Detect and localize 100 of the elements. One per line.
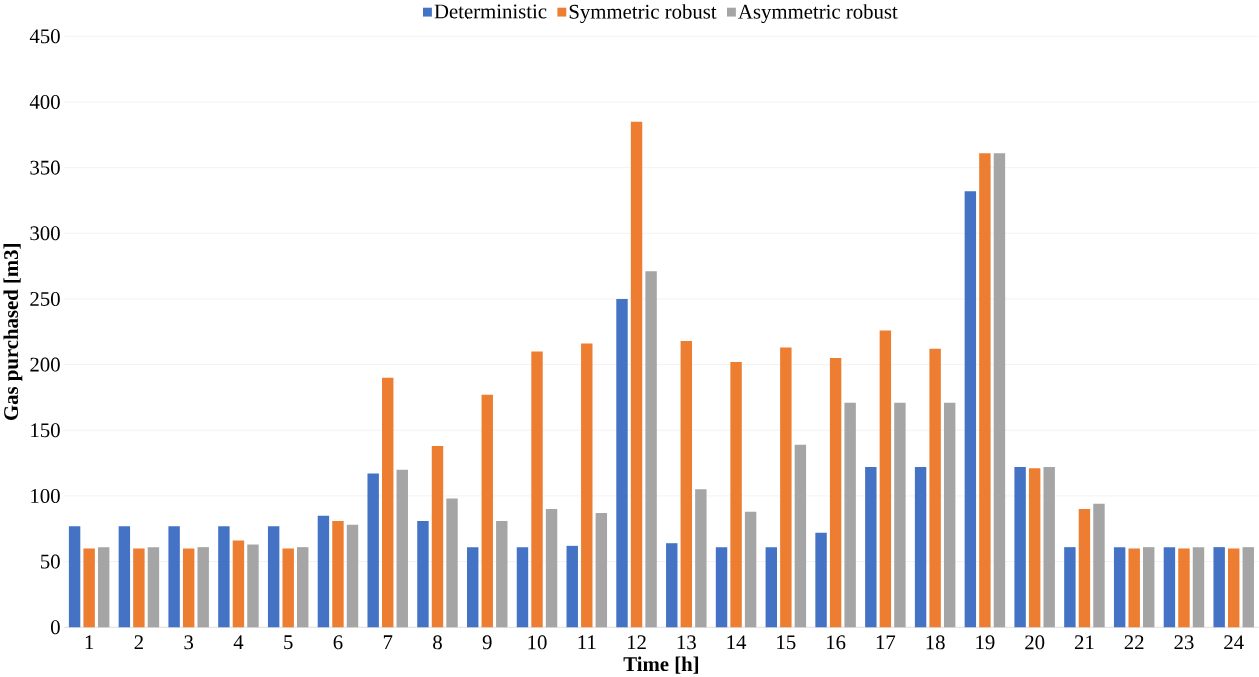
x-tick-label: 24 [1224,635,1244,650]
bar [993,153,1006,628]
bar [1192,547,1205,628]
x-tick-label: 21 [1074,635,1094,650]
x-tick-label: 11 [578,635,596,649]
bar [1228,548,1240,628]
y-tick-label: 250 [30,291,60,306]
y-tick-label: 450 [29,29,60,44]
x-tick-label: 1 [85,635,94,649]
bar [680,340,693,628]
bar [979,153,991,628]
bar [566,545,578,628]
bar [645,271,657,628]
bar [894,402,906,628]
bar [297,547,309,628]
bar [545,508,558,628]
x-tick-label: 4 [233,635,244,649]
y-tick-label: 200 [30,357,60,372]
bar [97,547,110,628]
x-tick-label: 22 [1124,635,1144,650]
bar [118,526,131,628]
y-tick-label: 300 [30,226,60,241]
bar [1014,466,1026,628]
bar [844,402,856,628]
bar [744,511,757,628]
bar [68,526,81,628]
bar [382,377,394,628]
bar [1213,547,1225,628]
bar [147,547,160,628]
bar [133,548,145,628]
bar [481,394,493,628]
bar [396,469,408,628]
bar [794,444,807,628]
x-axis-title: Time [h] [623,656,699,674]
bar [1143,547,1155,628]
bar [431,445,444,628]
y-tick-label: 350 [30,160,60,175]
bar [531,351,543,628]
x-tick-label: 5 [284,635,293,650]
bar [1113,547,1126,628]
y-tick-label: 50 [41,554,60,569]
bar [695,489,707,628]
bar [496,520,508,628]
x-tick-label: 16 [827,635,846,650]
y-tick-label: 150 [31,423,60,438]
bar [182,548,195,628]
bar [964,191,977,628]
bar [815,532,827,628]
bar [630,121,643,628]
x-tick-label: 12 [627,635,646,650]
bar [879,330,892,628]
x-tick-label: 14 [727,635,747,649]
bar [417,520,429,628]
bar [765,547,778,628]
bar [168,526,180,628]
x-tick-label: 7 [383,635,393,649]
bar [1043,466,1055,628]
bar [367,473,379,628]
bar [232,540,245,628]
bar [943,402,956,628]
x-tick-label: 19 [976,635,995,650]
bar [1028,468,1041,628]
y-tick-label: 400 [29,94,60,109]
bar [197,547,209,628]
bar [1178,548,1190,628]
x-tick-label: 15 [777,635,796,650]
bar [516,547,529,628]
x-tick-label: 10 [528,635,547,650]
bar [914,466,927,628]
y-tick-label: 0 [51,620,60,635]
bar [1163,547,1176,628]
bar [1078,508,1091,628]
x-tick-label: 20 [1025,635,1045,650]
y-tick-label: 100 [31,488,60,503]
y-axis-title: Gas purchased [m3] [3,244,23,420]
bar [218,526,230,628]
x-tick-label: 3 [184,635,194,650]
x-tick-label: 9 [482,635,492,650]
bar [581,343,593,628]
bar [780,347,792,628]
bar [616,298,628,628]
bar [929,348,941,628]
bar [282,548,294,628]
bar [730,361,742,628]
bar [332,520,344,628]
bar [467,547,479,628]
legend-label: Symmetric robust [569,4,717,23]
legend-label: Deterministic [434,4,547,19]
x-tick-label: 2 [134,635,143,650]
bar [317,515,330,628]
legend-label: Asymmetric robust [738,4,898,23]
bar [1064,547,1076,628]
x-tick-label: 6 [333,635,343,650]
bar [666,543,678,628]
bar [595,512,608,628]
bar [1128,548,1140,628]
x-tick-label: 8 [433,635,442,650]
x-tick-label: 13 [677,635,696,650]
x-tick-label: 17 [876,635,896,649]
x-tick-label: 18 [926,635,945,650]
